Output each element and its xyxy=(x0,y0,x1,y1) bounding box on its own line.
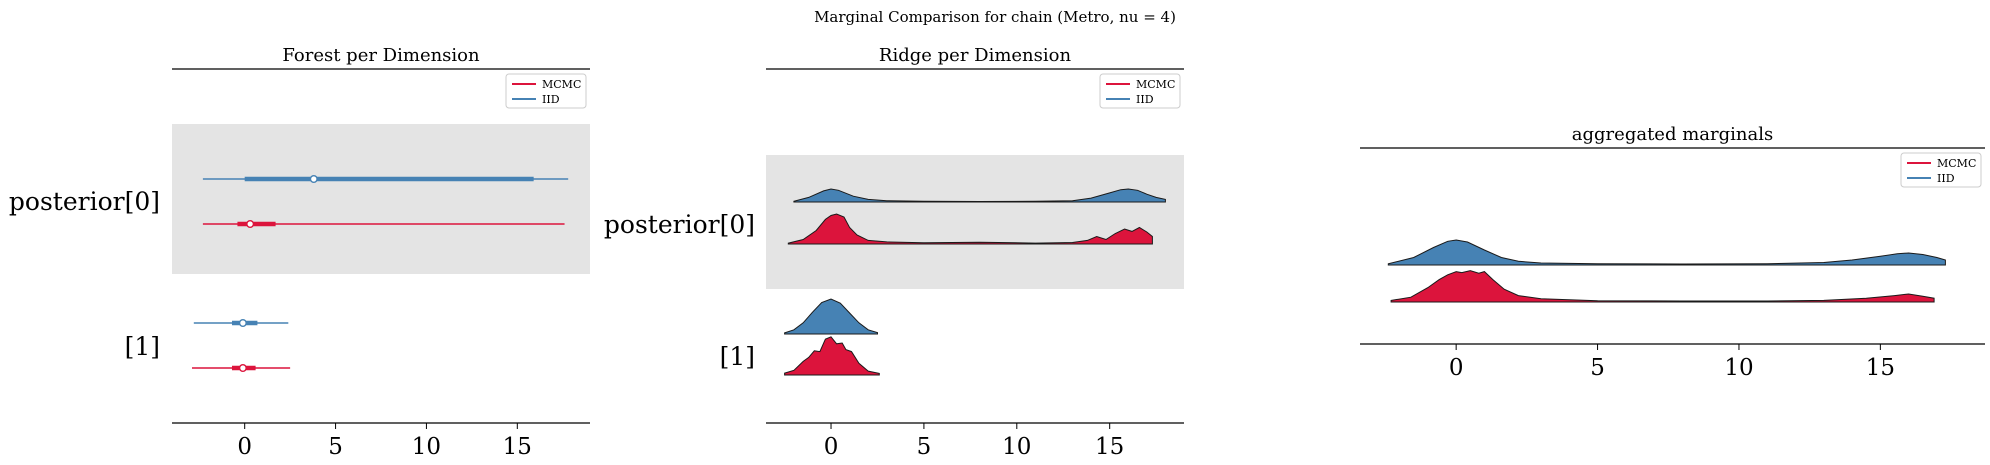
forest-panel: 0 5 10 15 Forest per Dimension MCMC IID posteri… xyxy=(9,45,590,460)
y-label-posterior0: posterior[0] xyxy=(9,187,160,216)
ridge-iid-posterior0 xyxy=(793,188,1166,203)
aggregated-panel: 0 5 10 15 aggregated marginals MCMC IID xyxy=(1360,124,1985,381)
figure-suptitle: Marginal Comparison for chain (Metro, nu… xyxy=(814,8,1176,26)
panel-title: aggregated marginals xyxy=(1572,124,1773,145)
legend-label-iid: IID xyxy=(542,93,560,106)
y-label-dim1: [1] xyxy=(720,342,755,371)
x-tick-label: 5 xyxy=(328,434,343,460)
point-estimate-iid xyxy=(238,319,247,328)
x-tick-label: 5 xyxy=(917,434,932,460)
x-tick-label: 15 xyxy=(1866,355,1895,381)
y-label-posterior0: posterior[0] xyxy=(604,210,755,239)
panel-title: Forest per Dimension xyxy=(282,45,480,66)
point-estimate-mcmc xyxy=(246,219,255,228)
x-tick-label: 15 xyxy=(503,434,532,460)
legend-label-iid: IID xyxy=(1136,93,1154,106)
x-tick-label: 0 xyxy=(824,434,839,460)
x-tick-label: 0 xyxy=(1449,355,1464,381)
x-tick-label: 10 xyxy=(1724,355,1753,381)
shaded-band-posterior0 xyxy=(172,124,590,274)
legend-label-mcmc: MCMC xyxy=(1937,157,1976,170)
legend-label-mcmc: MCMC xyxy=(542,78,581,91)
ridge-mcmc-aggregated xyxy=(1390,270,1935,303)
x-tick-label: 15 xyxy=(1095,434,1124,460)
point-estimate-mcmc xyxy=(238,364,247,373)
x-tick-label: 0 xyxy=(237,434,252,460)
ridge-mcmc-dim1 xyxy=(784,336,880,376)
ridge-iid-dim1 xyxy=(784,298,878,335)
y-label-dim1: [1] xyxy=(125,332,160,361)
point-estimate-iid xyxy=(309,174,318,183)
panel-title: Ridge per Dimension xyxy=(879,45,1072,66)
ridge-mcmc-posterior0 xyxy=(787,213,1153,245)
legend-label-iid: IID xyxy=(1937,172,1955,185)
ridge-panel: 0 5 10 15 Ridge per Dimension MCMC IID posterio… xyxy=(604,45,1184,460)
x-tick-label: 10 xyxy=(1002,434,1031,460)
ridge-iid-aggregated xyxy=(1387,239,1946,266)
x-tick-label: 5 xyxy=(1590,355,1605,381)
legend-label-mcmc: MCMC xyxy=(1136,78,1175,91)
x-tick-label: 10 xyxy=(412,434,441,460)
